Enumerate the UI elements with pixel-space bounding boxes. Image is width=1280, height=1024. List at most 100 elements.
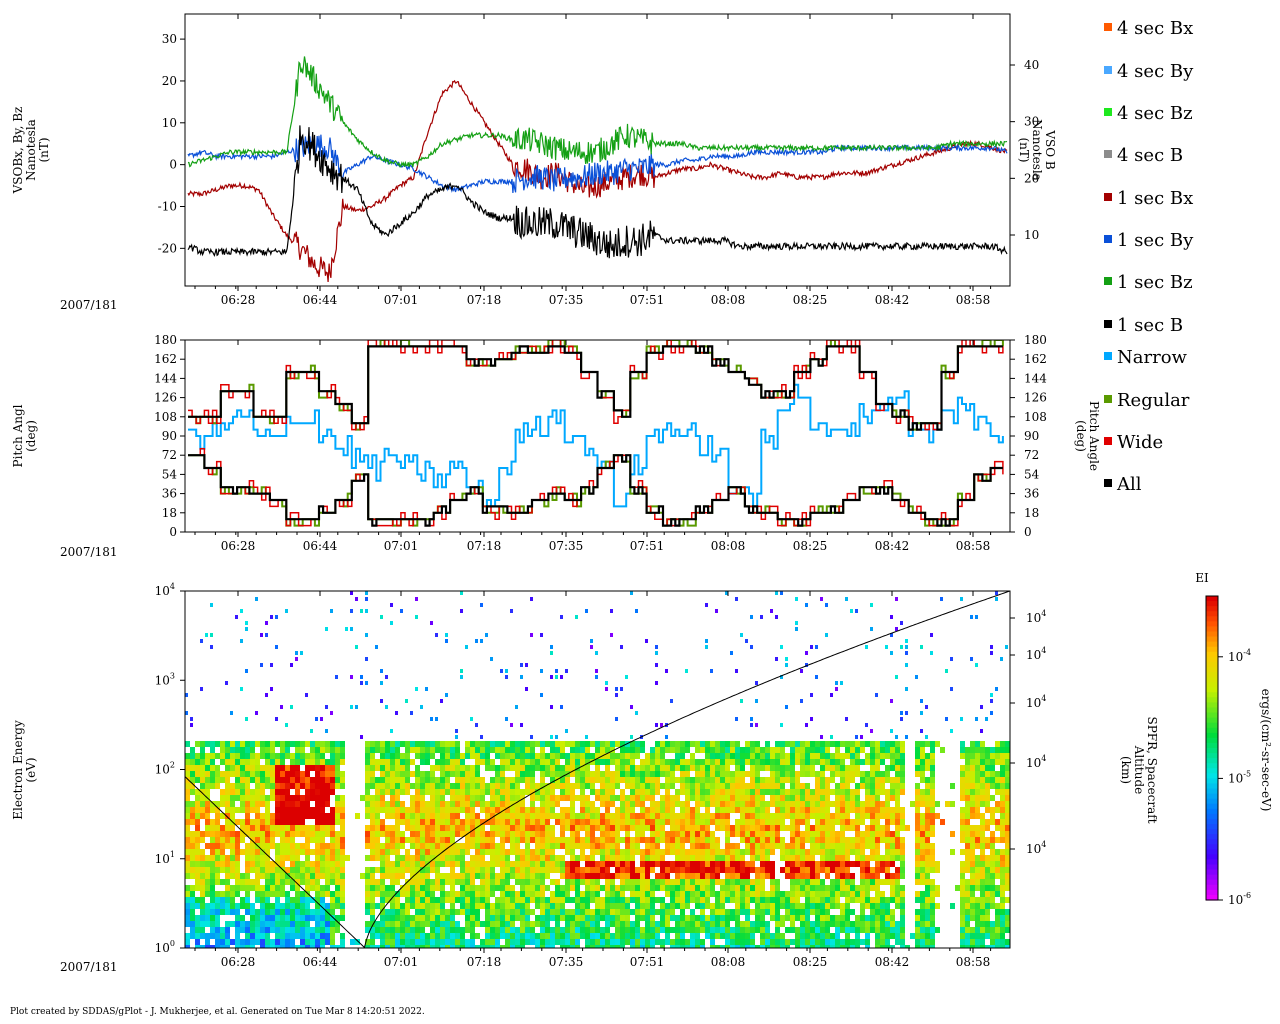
- spectro-cell: [255, 741, 260, 747]
- spectro-cell: [665, 879, 670, 885]
- spectro-cell: [855, 831, 860, 837]
- spectro-cell: [570, 771, 575, 777]
- spectro-cell: [840, 861, 845, 867]
- spectro-cell: [840, 843, 845, 849]
- spectro-cell: [550, 735, 553, 739]
- spectro-cell: [430, 927, 435, 933]
- spectro-cell: [520, 879, 525, 885]
- spectro-cell: [490, 861, 495, 867]
- spectro-cell: [845, 939, 850, 945]
- spectro-cell: [685, 903, 690, 909]
- spectro-cell: [575, 897, 580, 903]
- spectro-cell: [215, 801, 220, 807]
- spectro-cell: [650, 891, 655, 897]
- spectro-cell: [630, 933, 635, 939]
- spectro-cell: [230, 867, 235, 873]
- spectro-cell: [780, 897, 785, 903]
- spectro-cell: [550, 651, 553, 655]
- spectro-cell: [790, 777, 795, 783]
- spectro-cell: [490, 915, 495, 921]
- spectro-cell: [265, 849, 270, 855]
- y-tick-label: 20: [162, 74, 177, 88]
- spectro-cell: [275, 897, 280, 903]
- spectro-cell: [355, 645, 358, 649]
- spectro-cell: [235, 837, 240, 843]
- spectro-cell: [740, 879, 745, 885]
- spectro-cell: [520, 747, 525, 753]
- spectro-cell: [510, 927, 515, 933]
- spectro-cell: [615, 813, 620, 819]
- spectro-cell: [485, 909, 490, 915]
- spectro-cell: [895, 885, 900, 891]
- spectro-cell: [575, 837, 580, 843]
- spectro-cell: [750, 723, 753, 727]
- spectro-cell: [560, 867, 565, 873]
- spectro-cell: [240, 609, 243, 613]
- spectro-cell: [320, 843, 325, 849]
- spectro-cell: [280, 933, 285, 939]
- spectro-cell: [840, 753, 845, 759]
- spectro-cell: [645, 909, 650, 915]
- spectro-cell: [680, 831, 685, 837]
- spectro-cell: [615, 771, 620, 777]
- spectro-cell: [665, 915, 670, 921]
- spectro-cell: [285, 783, 290, 789]
- spectro-cell: [865, 759, 870, 765]
- spectro-cell: [745, 921, 750, 927]
- spectro-cell: [675, 837, 680, 843]
- spectro-cell: [440, 741, 445, 747]
- spectro-cell: [425, 741, 430, 747]
- spectro-cell: [230, 897, 235, 903]
- spectro-cell: [830, 849, 835, 855]
- spectro-cell: [430, 777, 435, 783]
- spectro-cell: [800, 945, 805, 948]
- spectro-cell: [835, 765, 840, 771]
- spectro-cell: [760, 939, 765, 945]
- spectro-cell: [715, 765, 720, 771]
- spectro-cell: [650, 861, 655, 867]
- spectro-cell: [890, 729, 893, 733]
- spectro-cell: [665, 783, 670, 789]
- spectro-cell: [455, 747, 460, 753]
- spectro-cell: [195, 819, 200, 825]
- series-line-1-sec-b: [187, 125, 1008, 259]
- spectro-cell: [665, 747, 670, 753]
- spectro-cell: [245, 909, 250, 915]
- spectro-cell: [925, 843, 930, 849]
- spectro-cell: [480, 753, 485, 759]
- spectro-cell: [420, 747, 425, 753]
- spectro-cell: [420, 807, 425, 813]
- spectro-cell: [825, 867, 830, 873]
- spectro-cell: [690, 945, 695, 948]
- spectro-cell: [765, 789, 770, 795]
- spectro-cell: [375, 849, 380, 855]
- spectro-cell: [585, 735, 588, 739]
- spectro-cell: [525, 885, 530, 891]
- spectro-cell: [845, 909, 850, 915]
- spectro-cell: [365, 609, 368, 613]
- spectro-cell: [535, 921, 540, 927]
- spectro-cell: [810, 861, 815, 867]
- spectro-cell: [635, 867, 640, 873]
- spectro-cell: [315, 741, 320, 747]
- spectro-cell: [420, 783, 425, 789]
- spectro-cell: [265, 777, 270, 783]
- spectro-cell: [440, 933, 445, 939]
- spectro-cell: [780, 807, 785, 813]
- spectro-cell: [630, 927, 635, 933]
- spectro-cell: [685, 825, 690, 831]
- spectro-cell: [330, 903, 335, 909]
- spectro-cell: [420, 855, 425, 861]
- spectro-cell: [830, 759, 835, 765]
- spectro-cell: [490, 933, 495, 939]
- spectro-cell: [850, 795, 855, 801]
- spectro-cell: [925, 885, 930, 891]
- spectro-cell: [735, 825, 740, 831]
- spectro-cell: [805, 747, 810, 753]
- spectro-cell: [600, 843, 605, 849]
- spectro-cell: [780, 921, 785, 927]
- spectro-cell: [500, 669, 503, 673]
- spectro-cell: [395, 849, 400, 855]
- spectro-cell: [585, 939, 590, 945]
- spectro-cell: [415, 777, 420, 783]
